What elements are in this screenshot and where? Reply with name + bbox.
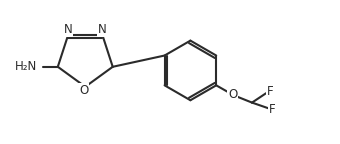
- Text: O: O: [228, 88, 237, 101]
- Text: N: N: [64, 23, 73, 36]
- Text: N: N: [98, 23, 107, 36]
- Text: F: F: [267, 85, 273, 98]
- Text: O: O: [79, 84, 88, 97]
- Text: F: F: [269, 103, 276, 116]
- Text: H₂N: H₂N: [15, 60, 37, 73]
